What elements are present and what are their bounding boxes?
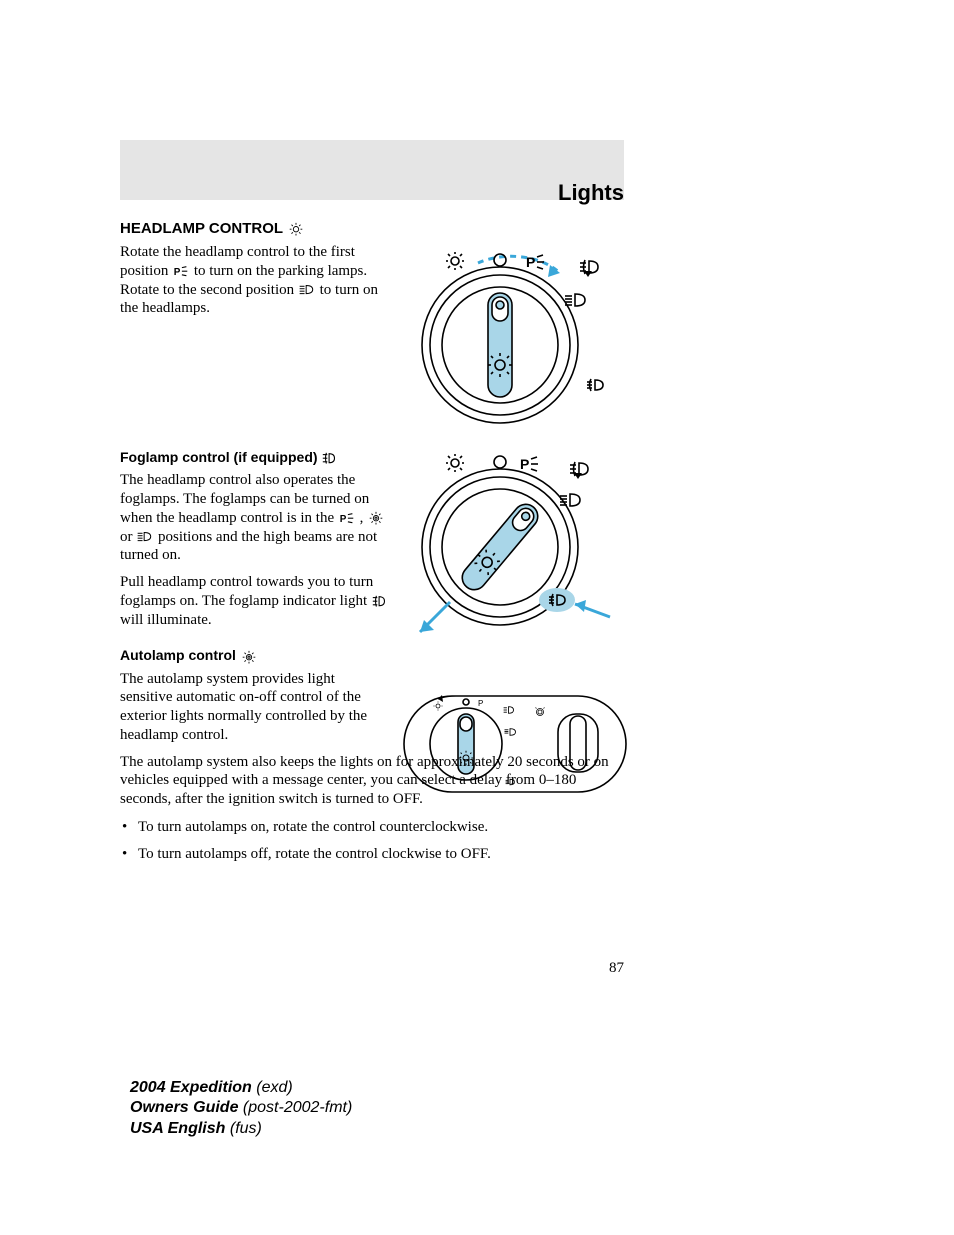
foglamp-heading-text: Foglamp control (if equipped) [120,449,318,465]
autolamp-heading: Autolamp control [120,647,620,663]
page-number: 87 [609,960,624,977]
parking-lamp-icon: P [338,511,356,525]
svg-text:P: P [174,267,181,278]
headlamp-beam-icon [298,283,316,297]
headlamp-heading-text: HEADLAMP CONTROL [120,220,283,237]
foglamp-p1-sep1: , [360,510,368,526]
autolamp-icon [240,650,258,664]
svg-text:P: P [340,514,347,525]
autolamp-heading-text: Autolamp control [120,647,236,663]
footer: 2004 Expedition (exd) Owners Guide (post… [130,1078,352,1140]
footer-1b: (exd) [256,1079,292,1096]
bullet-1: To turn autolamps on, rotate the control… [120,817,620,838]
foglamp-p2-pre: Pull headlamp control towards you to tur… [120,574,373,609]
content-column: HEADLAMP CONTROL Rotate the headlamp con… [120,140,620,865]
footer-line-1: 2004 Expedition (exd) [130,1078,352,1099]
headlamp-para: Rotate the headlamp control to the first… [120,243,390,318]
footer-2a: Owners Guide [130,1099,243,1116]
footer-line-3: USA English (fus) [130,1119,352,1140]
foglamp-icon [321,451,339,465]
foglamp-p1-pre: The headlamp control also operates the f… [120,472,369,526]
headlamp-heading: HEADLAMP CONTROL [120,220,620,237]
foglamp-heading: Foglamp control (if equipped) [120,449,620,465]
foglamp-p1-sep2: or [120,529,136,545]
footer-1a: 2004 Expedition [130,1079,256,1096]
foglamp-p2-post: will illuminate. [120,612,212,628]
autolamp-p1: The autolamp system provides light sensi… [120,670,390,745]
footer-line-2: Owners Guide (post-2002-fmt) [130,1098,352,1119]
headlamp-beam-icon [136,530,154,544]
bullet-2: To turn autolamps off, rotate the contro… [120,844,620,865]
autolamp-p2: The autolamp system also keeps the light… [120,753,620,809]
foglamp-p1: The headlamp control also operates the f… [120,471,390,565]
autolamp-bullets: To turn autolamps on, rotate the control… [120,817,620,865]
sun-icon [287,222,305,236]
foglamp-p1-post: positions and the high beams are not tur… [120,529,377,564]
foglamp-p2: Pull headlamp control towards you to tur… [120,573,390,629]
footer-3a: USA English [130,1120,230,1137]
foglamp-icon [371,594,389,608]
footer-2b: (post-2002-fmt) [243,1099,352,1116]
page: Lights HEADLAMP CONTROL Rotate the headl… [0,0,954,1235]
parking-lamp-icon: P [172,264,190,278]
footer-3b: (fus) [230,1120,262,1137]
autolamp-small-icon [367,511,385,525]
